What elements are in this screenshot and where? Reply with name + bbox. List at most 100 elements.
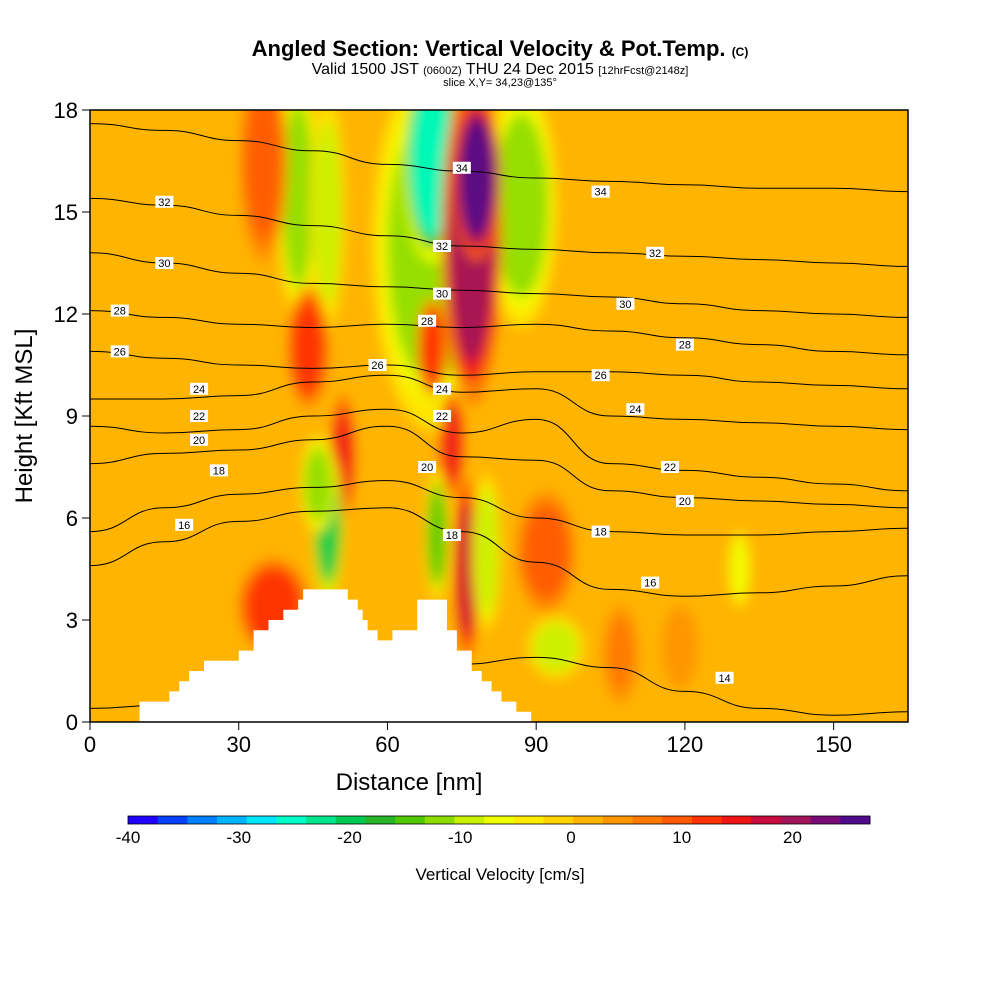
- colorbar-swatch: [424, 816, 455, 824]
- valid-date: THU 24 Dec 2015: [465, 61, 594, 78]
- contour-label: 26: [114, 346, 126, 358]
- velocity-cell: [607, 617, 634, 691]
- contour-label: 32: [436, 241, 448, 253]
- contour-label-box: [155, 195, 174, 208]
- contour-label-box: [110, 304, 129, 317]
- colorbar-swatch: [246, 816, 277, 824]
- colorbar-tick-label: 0: [566, 828, 575, 847]
- contour-label: 24: [436, 384, 448, 396]
- colorbar-swatch: [691, 816, 723, 824]
- contour-label-box: [190, 410, 209, 422]
- theta-contour-22: [90, 408, 908, 492]
- contour-label-box: [368, 359, 387, 371]
- theta-contour-28: [90, 310, 908, 356]
- theta-contour-30: [90, 252, 908, 318]
- velocity-cell: [420, 311, 444, 385]
- contour-label: 22: [436, 411, 448, 423]
- contour-label-box: [418, 461, 437, 473]
- terrain: [139, 589, 532, 722]
- x-tick-label: 60: [375, 732, 399, 757]
- contour-label-box: [175, 518, 194, 531]
- contour-label: 16: [178, 520, 190, 532]
- colorbar-swatch: [632, 816, 663, 824]
- contour-label-box: [432, 240, 451, 252]
- colorbar-swatch: [513, 816, 545, 824]
- velocity-cell: [494, 113, 549, 297]
- y-tick-label: 3: [66, 608, 78, 633]
- velocity-cell: [442, 403, 461, 483]
- contour-label: 34: [595, 187, 607, 199]
- colorbar-swatch: [128, 816, 159, 824]
- theta-contour-16: [90, 507, 908, 597]
- contour-label: 32: [158, 197, 170, 209]
- contour-label-box: [675, 338, 694, 351]
- velocity-cell: [666, 616, 694, 678]
- velocity-cell: [314, 120, 342, 304]
- theta-contours: [90, 123, 908, 716]
- contour-label-box: [432, 382, 451, 395]
- colorbar-swatch: [276, 816, 307, 824]
- contour-label: 22: [193, 411, 205, 423]
- contour-label: 30: [619, 299, 631, 311]
- contour-label: 26: [371, 360, 383, 372]
- contour-label-box: [190, 382, 209, 395]
- colorbar-swatch: [454, 816, 485, 824]
- colorbar-swatch: [810, 816, 841, 824]
- plot-area: 34 34 32 32 32 30 30 30 28 28 28 26 26 26 24 24 24 22 22 22…: [90, 110, 908, 722]
- contour-label-box: [452, 161, 471, 174]
- y-tick-label: 12: [54, 302, 78, 327]
- colorbar-tick-label: -10: [448, 828, 473, 847]
- colorbar-tick-label: 10: [672, 828, 691, 847]
- valid-time: Valid 1500 JST (0600Z) THU 24 Dec 2015 […: [0, 61, 1000, 79]
- x-tick-label: 150: [815, 732, 852, 757]
- contour-label-box: [641, 576, 660, 589]
- axes: 0 30 60 90 120 150 0 3 6 9 12 15 18 Distance [nm] Heig…: [11, 98, 852, 796]
- colorbar-swatch: [365, 816, 396, 824]
- contour-label-box: [715, 671, 734, 684]
- y-tick-label: 18: [54, 98, 78, 123]
- colorbar-swatch: [484, 816, 515, 824]
- x-axis-label: Distance [nm]: [336, 769, 483, 796]
- contour-label: 20: [193, 435, 205, 447]
- velocity-cell: [282, 110, 314, 287]
- contour-label: 28: [114, 306, 126, 318]
- contour-label-box: [209, 464, 228, 477]
- contour-label-box: [110, 345, 129, 358]
- colorbar: -40 -30 -20 -10 0 10 20 Vertical Velocity [cm/s…: [116, 815, 871, 884]
- velocity-cell: [730, 538, 749, 600]
- colorbar-swatch: [721, 816, 752, 824]
- velocity-cell: [475, 490, 498, 614]
- contour-label: 30: [158, 258, 170, 270]
- contour-label: 30: [436, 289, 448, 301]
- colorbar-swatch: [157, 816, 188, 824]
- colorbar-swatch: [306, 816, 337, 824]
- velocity-cell: [533, 622, 579, 672]
- contour-label-box: [646, 246, 665, 259]
- colorbar-label: Vertical Velocity [cm/s]: [415, 865, 584, 884]
- contour-label-box: [591, 185, 610, 198]
- contour-label: 28: [679, 340, 691, 352]
- contour-label-box: [190, 433, 209, 446]
- colorbar-swatch: [662, 816, 693, 824]
- chart-title-text: Angled Section: Vertical Velocity & Pot.…: [251, 36, 726, 61]
- x-tick-label: 30: [226, 732, 250, 757]
- y-tick-label: 9: [66, 404, 78, 429]
- contour-label: 24: [193, 384, 205, 396]
- colorbar-swatch: [187, 816, 218, 824]
- valid-time-jst: Valid 1500 JST: [311, 61, 419, 78]
- contour-label: 18: [213, 465, 225, 477]
- colorbar-tick-label: -30: [226, 828, 251, 847]
- chart-title: Angled Section: Vertical Velocity & Pot.…: [0, 36, 1000, 62]
- velocity-cell: [245, 110, 282, 238]
- colorbar-swatch: [395, 816, 426, 824]
- contour-label-box: [442, 529, 461, 541]
- copyright-mark: (C): [731, 45, 749, 59]
- contour-label: 20: [679, 496, 691, 508]
- valid-time-utc: (0600Z): [423, 65, 462, 77]
- contour-label: 34: [456, 163, 468, 175]
- velocity-cell: [523, 506, 569, 598]
- contour-label: 22: [664, 462, 676, 474]
- theta-contour-34: [90, 123, 908, 193]
- colorbar-swatch: [573, 816, 604, 824]
